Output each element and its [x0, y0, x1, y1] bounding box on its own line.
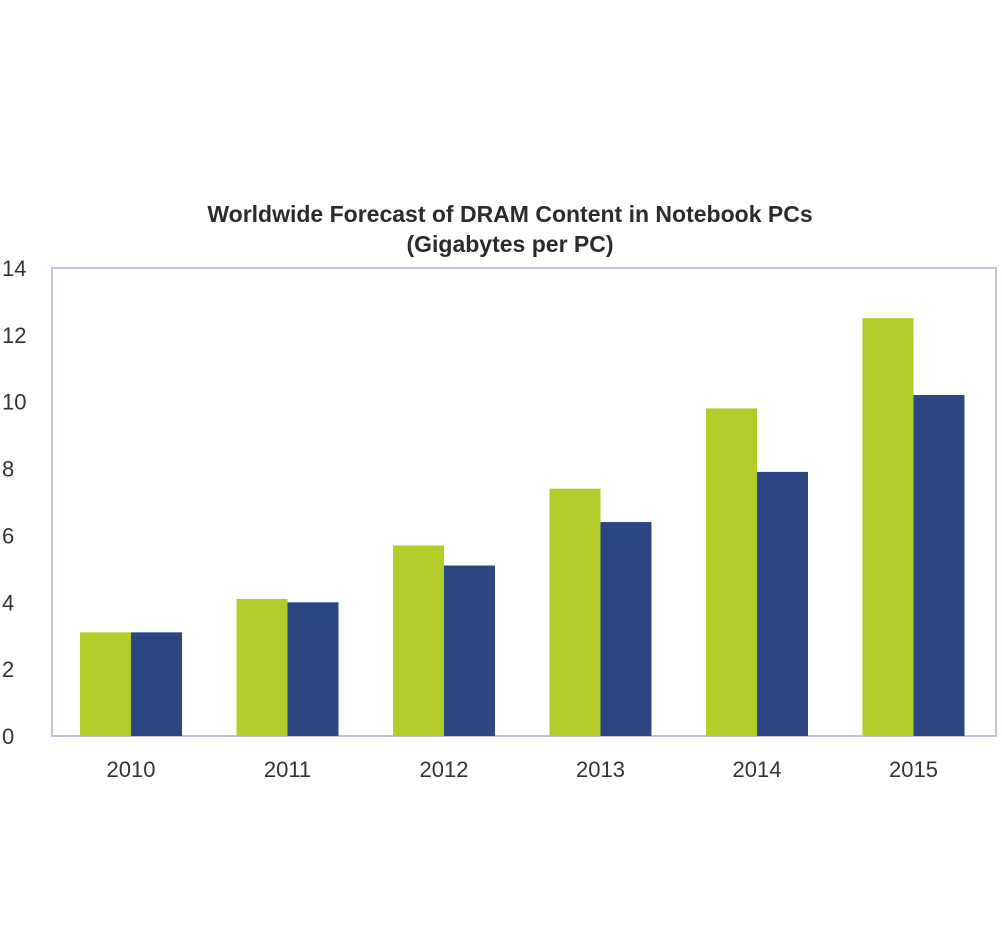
bar-series-1-2011 [236, 598, 288, 736]
y-tick-label: 2 [2, 657, 14, 682]
bar-series-2-2010 [131, 632, 182, 736]
bar-series-1-2013 [549, 488, 601, 736]
x-axis: 2010 2011 2012 2013 2014 2015 [107, 757, 938, 782]
x-tick-label: 2014 [733, 757, 782, 782]
y-tick-label: 10 [2, 390, 26, 415]
plot-area [51, 267, 997, 737]
y-tick-label: 6 [2, 523, 14, 548]
y-tick-label: 12 [2, 323, 26, 348]
y-axis: 0 2 4 6 8 10 12 14 [2, 256, 26, 749]
y-tick-label: 0 [2, 724, 14, 749]
bar-series-1-2014 [706, 408, 757, 736]
bar-series-2-2015 [913, 395, 965, 736]
y-tick-label: 4 [2, 590, 14, 615]
x-tick-label: 2011 [264, 757, 311, 782]
y-tick-label: 14 [2, 256, 26, 281]
x-tick-label: 2012 [420, 757, 469, 782]
chart-subtitle: (Gigabytes per PC) [406, 231, 613, 257]
y-tick-label: 8 [2, 457, 14, 482]
bar-series-1-2010 [80, 632, 131, 736]
bar-series-2-2011 [287, 602, 339, 736]
bar-series-2-2012 [444, 565, 495, 736]
bar-series-2-2014 [757, 471, 808, 736]
bars [80, 318, 965, 736]
x-tick-label: 2010 [107, 757, 156, 782]
chart-title: Worldwide Forecast of DRAM Content in No… [207, 201, 812, 227]
x-tick-label: 2015 [889, 757, 938, 782]
bar-series-2-2013 [600, 522, 652, 736]
x-tick-label: 2013 [576, 757, 625, 782]
bar-series-1-2015 [862, 318, 914, 736]
bar-series-1-2012 [393, 545, 444, 736]
